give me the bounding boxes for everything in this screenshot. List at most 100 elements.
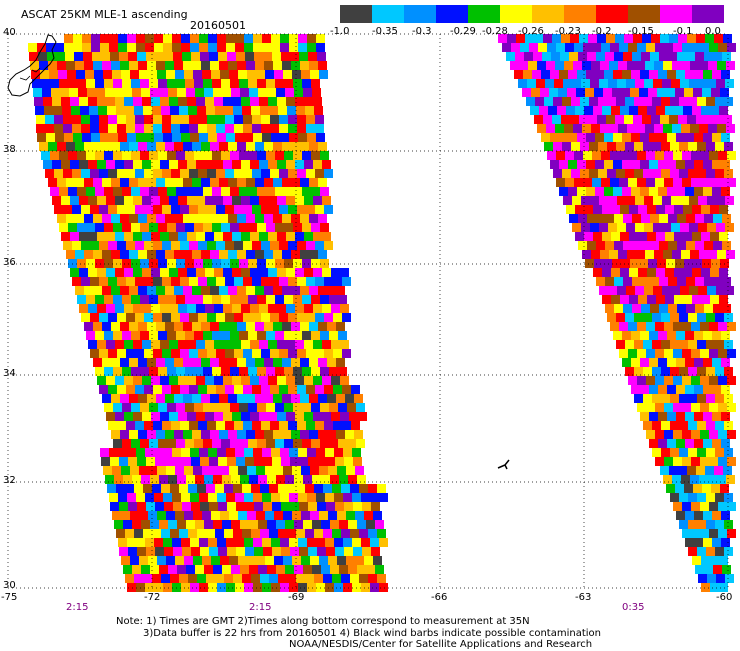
swath-cell: [259, 160, 268, 169]
swath-cell: [250, 340, 259, 349]
swath-cell: [623, 241, 632, 250]
swath-cell: [650, 214, 659, 223]
swath-cell: [613, 70, 622, 79]
swath-cell: [313, 340, 322, 349]
swath-cell: [165, 178, 174, 187]
swath-cell: [168, 475, 177, 484]
swath-cell: [645, 61, 654, 70]
lon-label: -72: [144, 592, 161, 603]
swath-cell: [288, 385, 297, 394]
cb-tick: 0.0: [705, 26, 721, 37]
swath-cell: [152, 574, 161, 583]
swath-cell: [99, 313, 108, 322]
swath-cell: [685, 133, 694, 142]
swath-cell: [129, 214, 138, 223]
swath-cell: [682, 457, 691, 466]
swath-cell: [607, 142, 616, 151]
swath-cell: [284, 331, 293, 340]
swath-cell: [364, 556, 373, 565]
swath-cell: [217, 493, 226, 502]
swath-cell: [270, 124, 279, 133]
swath-cell: [337, 511, 346, 520]
swath-cell: [682, 529, 691, 538]
swath-cell: [279, 169, 288, 178]
swath-cell: [586, 187, 595, 196]
swath-cell: [243, 169, 252, 178]
swath-cell: [318, 178, 327, 187]
swath-cell: [185, 151, 194, 160]
swath-cell: [308, 457, 317, 466]
swath-cell: [706, 142, 715, 151]
swath-cell: [235, 34, 244, 43]
swath-cell: [243, 385, 252, 394]
swath-cell: [701, 583, 710, 592]
swath-cell: [260, 106, 269, 115]
swath-cell: [282, 178, 291, 187]
swath-cell: [672, 250, 681, 259]
swath-cell: [670, 142, 679, 151]
swath-cell: [292, 70, 301, 79]
swath-cell: [118, 133, 127, 142]
swath-cell: [676, 331, 685, 340]
swath-cell: [638, 205, 647, 214]
swath-cell: [224, 106, 233, 115]
swath-cell: [134, 529, 143, 538]
swath-cell: [536, 79, 545, 88]
swath-cell: [317, 457, 326, 466]
swath-cell: [356, 439, 365, 448]
swath-cell: [248, 79, 257, 88]
swath-cell: [306, 241, 315, 250]
swath-cell: [148, 70, 157, 79]
swath-cell: [198, 349, 207, 358]
swath-cell: [90, 115, 99, 124]
swath-cell: [113, 259, 122, 268]
swath-cell: [158, 331, 167, 340]
swath-cell: [131, 331, 140, 340]
swath-cell: [228, 430, 237, 439]
swath-cell: [142, 160, 151, 169]
swath-cell: [252, 349, 261, 358]
swath-cell: [311, 439, 320, 448]
swath-cell: [81, 205, 90, 214]
swath-cell: [145, 34, 154, 43]
swath-cell: [343, 448, 352, 457]
swath-cell: [570, 115, 579, 124]
swath-cell: [205, 304, 214, 313]
swath-cell: [99, 349, 108, 358]
swath-cell: [725, 574, 734, 583]
swath-cell: [72, 124, 81, 133]
swath-cell: [97, 160, 106, 169]
swath-cell: [68, 79, 77, 88]
swath-cell: [310, 466, 319, 475]
swath-cell: [147, 178, 156, 187]
swath-cell: [56, 52, 65, 61]
swath-cell: [260, 484, 269, 493]
swath-cell: [121, 511, 130, 520]
swath-cell: [123, 520, 132, 529]
swath-cell: [286, 340, 295, 349]
swath-cell: [159, 475, 168, 484]
swath-cell: [602, 268, 611, 277]
swath-cell: [158, 79, 167, 88]
swath-cell: [282, 214, 291, 223]
swath-cell: [171, 124, 180, 133]
swath-cell: [135, 385, 144, 394]
swath-cell: [355, 511, 364, 520]
swath-cell: [329, 367, 338, 376]
swath-cell: [95, 79, 104, 88]
swath-cell: [672, 124, 681, 133]
swath-cell: [59, 187, 68, 196]
swath-cell: [131, 151, 140, 160]
swath-cell: [207, 124, 216, 133]
swath-cell: [135, 205, 144, 214]
swath-cell: [652, 340, 661, 349]
lon-label: -69: [288, 592, 305, 603]
swath-cell: [295, 196, 304, 205]
swath-cell: [106, 304, 115, 313]
swath-cell: [608, 196, 617, 205]
swath-cell: [706, 520, 715, 529]
swath-cell: [593, 232, 602, 241]
swath-cell: [84, 214, 93, 223]
swath-cell: [177, 475, 186, 484]
swath-cell: [252, 115, 261, 124]
